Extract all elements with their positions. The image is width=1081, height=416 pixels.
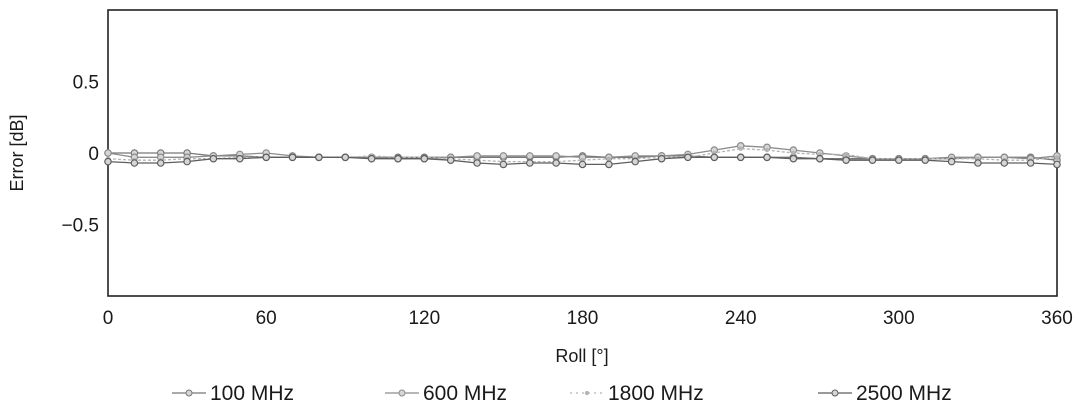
data-point — [236, 154, 244, 163]
data-point — [446, 156, 455, 165]
data-point — [763, 153, 771, 162]
x-tick-label: 300 — [883, 308, 915, 329]
data-point — [183, 157, 191, 166]
legend-label: 1800 MHz — [608, 382, 704, 405]
y-tick-label: 0 — [88, 144, 99, 165]
data-point — [736, 153, 745, 162]
data-point — [974, 159, 982, 167]
y-axis-title: Error [dB] — [7, 114, 27, 191]
data-point — [843, 152, 849, 157]
legend: 100 MHz 600 MHz 1800 MHz 2500 MHz — [172, 382, 952, 405]
data-point — [791, 150, 796, 156]
data-point — [525, 159, 534, 167]
x-tick-labels: 0 60 120 180 240 300 360 — [103, 308, 1073, 329]
data-point — [104, 157, 112, 166]
data-point — [209, 154, 218, 163]
y-tick-labels: 0.5 0 −0.5 — [61, 73, 99, 237]
legend-label: 600 MHz — [423, 382, 507, 405]
legend-label: 2500 MHz — [856, 382, 952, 405]
data-point — [315, 153, 323, 162]
data-point — [104, 149, 112, 157]
series-layer — [104, 142, 1061, 169]
data-point — [473, 159, 481, 167]
data-point — [605, 160, 613, 169]
legend-marker — [831, 389, 839, 397]
x-tick-label: 60 — [256, 308, 277, 329]
data-point — [1054, 155, 1060, 160]
data-point — [525, 152, 534, 160]
data-point — [367, 154, 376, 163]
x-tick-label: 240 — [725, 308, 757, 329]
data-point — [921, 156, 930, 165]
data-point — [1000, 159, 1009, 167]
data-point — [156, 159, 165, 167]
data-point — [738, 146, 743, 151]
x-tick-label: 180 — [567, 308, 599, 329]
x-tick-label: 120 — [408, 308, 440, 329]
data-point — [631, 157, 640, 166]
data-point — [1026, 159, 1035, 167]
data-point — [684, 153, 692, 162]
data-point — [499, 152, 508, 160]
data-point — [606, 156, 612, 161]
x-axis-title: Roll [°] — [555, 346, 608, 366]
data-point — [1053, 160, 1061, 169]
data-point — [578, 160, 587, 169]
x-tick-label: 0 — [103, 308, 114, 329]
data-point — [262, 153, 271, 162]
data-point — [710, 153, 719, 162]
data-point — [341, 153, 350, 162]
data-point — [499, 160, 508, 169]
y-tick-label: −0.5 — [61, 216, 99, 237]
legend-label: 100 MHz — [210, 382, 294, 405]
data-point — [420, 154, 429, 163]
data-point — [842, 156, 850, 165]
legend-marker — [398, 389, 406, 397]
y-tick-label: 0.5 — [73, 73, 99, 94]
data-point — [130, 159, 139, 167]
data-point — [288, 153, 297, 162]
legend-marker — [185, 389, 193, 397]
data-point — [789, 154, 798, 163]
data-point — [552, 159, 560, 167]
data-point — [894, 156, 903, 165]
x-tick-label: 360 — [1041, 308, 1073, 329]
data-point — [868, 156, 877, 165]
data-point — [947, 157, 956, 166]
data-point — [657, 154, 666, 163]
data-point — [764, 147, 770, 153]
data-point — [815, 154, 824, 163]
data-point — [552, 152, 560, 160]
legend-marker — [584, 390, 590, 396]
data-point — [394, 154, 402, 163]
